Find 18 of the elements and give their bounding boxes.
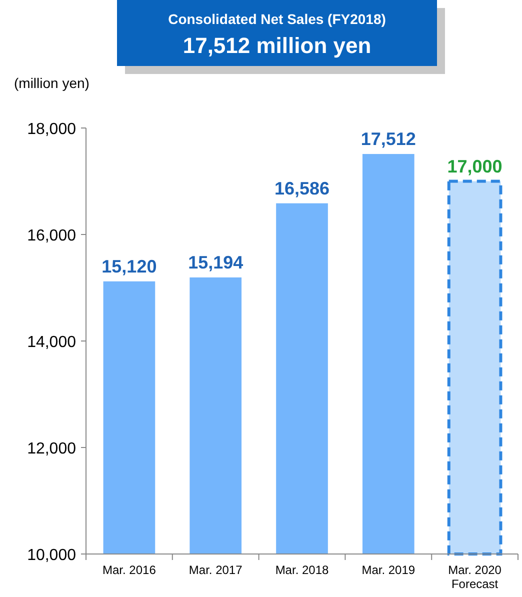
chart-title: Consolidated Net Sales (FY2018) xyxy=(168,11,386,27)
data-label: 16,586 xyxy=(274,178,330,198)
data-label: 17,000 xyxy=(447,156,502,176)
y-tick-label: 10,000 xyxy=(27,547,76,564)
data-label: 15,194 xyxy=(188,252,244,272)
y-tick-label: 12,000 xyxy=(27,440,76,458)
x-tick-label: Mar. 2019 xyxy=(362,563,416,577)
chart-subtitle: 17,512 million yen xyxy=(182,33,372,58)
data-label: 17,512 xyxy=(360,128,416,149)
x-tick-label: Mar. 2018 xyxy=(275,563,330,577)
y-axis-title: (million yen) xyxy=(14,75,90,91)
y-tick-label: 18,000 xyxy=(27,121,76,138)
data-label: 15,120 xyxy=(102,256,157,276)
x-tick-label: Mar. 2016 xyxy=(102,563,156,577)
y-tick-label: 14,000 xyxy=(27,334,76,351)
x-tick-label: Mar. 2017 xyxy=(188,563,243,577)
y-tick-label: 16,000 xyxy=(27,228,76,244)
x-tick-label: Mar. 2020 Forecast xyxy=(448,563,502,591)
